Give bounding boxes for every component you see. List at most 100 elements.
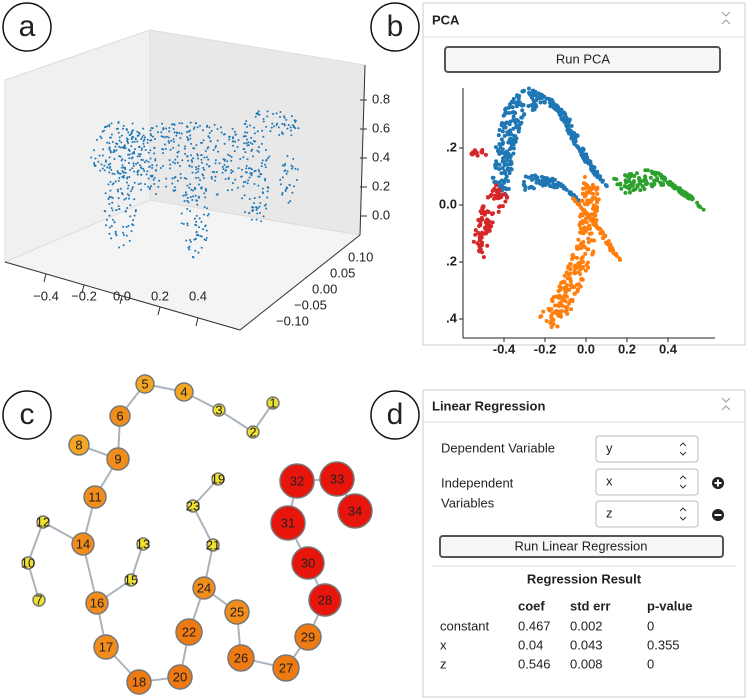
button-label: Run PCA bbox=[556, 51, 611, 66]
cloud-point bbox=[244, 135, 247, 138]
pca-point bbox=[477, 244, 482, 249]
node bbox=[186, 499, 200, 513]
panel-label: a bbox=[19, 10, 36, 43]
cloud-point bbox=[140, 173, 143, 176]
cloud-point bbox=[129, 204, 132, 207]
collapse-icon[interactable] bbox=[721, 397, 731, 411]
cloud-point bbox=[108, 202, 111, 205]
node bbox=[192, 576, 216, 600]
table-cell: x bbox=[440, 637, 447, 652]
table-cell: 0.546 bbox=[518, 656, 551, 671]
pca-point bbox=[503, 111, 508, 116]
pca-point bbox=[529, 177, 534, 182]
cloud-point bbox=[234, 178, 237, 181]
pca-point bbox=[547, 308, 552, 313]
cloud-point bbox=[124, 210, 127, 213]
pca-point bbox=[501, 156, 506, 161]
cloud-point bbox=[260, 165, 263, 168]
select-box[interactable] bbox=[595, 468, 699, 496]
cloud-point bbox=[142, 140, 145, 143]
cloud-point bbox=[203, 192, 206, 195]
node-label: 18 bbox=[132, 674, 146, 689]
cloud-point bbox=[108, 142, 111, 145]
cloud-point bbox=[137, 183, 140, 186]
pca-title: PCA bbox=[432, 12, 460, 27]
cloud-point bbox=[106, 166, 109, 169]
x-tick-label: −0.2 bbox=[71, 288, 97, 303]
x-tick-label: 0.0 bbox=[577, 341, 595, 356]
pca-point bbox=[569, 283, 574, 288]
collapse-icon[interactable] bbox=[721, 11, 731, 25]
cloud-point bbox=[249, 172, 252, 175]
cloud-point bbox=[231, 170, 234, 173]
cloud-point bbox=[204, 196, 207, 199]
cloud-point bbox=[228, 154, 231, 157]
cloud-point bbox=[265, 159, 268, 162]
cloud-point bbox=[183, 199, 186, 202]
node bbox=[224, 599, 250, 625]
cloud-point bbox=[125, 128, 128, 131]
run-regression-button[interactable] bbox=[439, 535, 724, 558]
select-value: x bbox=[606, 473, 613, 488]
cloud-point bbox=[114, 232, 117, 235]
cloud-point bbox=[193, 217, 196, 220]
cloud-point bbox=[113, 173, 116, 176]
cloud-point bbox=[245, 167, 248, 170]
select[interactable]: z bbox=[595, 500, 699, 528]
cloud-point bbox=[246, 158, 249, 161]
pca-point bbox=[550, 299, 555, 304]
cloud-point bbox=[248, 176, 251, 179]
cloud-point bbox=[117, 131, 120, 134]
graph: 1234567891011121314151617181920212223242… bbox=[21, 374, 373, 695]
pca-point bbox=[551, 322, 556, 327]
pca-point bbox=[574, 133, 579, 138]
cloud-point bbox=[223, 163, 226, 166]
node-label: 30 bbox=[301, 555, 315, 570]
pca-point bbox=[514, 124, 519, 129]
cloud-point bbox=[129, 190, 132, 193]
cloud-point bbox=[99, 169, 102, 172]
pca-point bbox=[581, 186, 586, 191]
cloud-point bbox=[236, 186, 239, 189]
pca-point bbox=[471, 239, 476, 244]
cloud-point bbox=[163, 143, 166, 146]
pca-point bbox=[592, 165, 597, 170]
node bbox=[135, 374, 155, 394]
cloud-point bbox=[196, 203, 199, 206]
cloud-point bbox=[216, 193, 219, 196]
cloud-point bbox=[115, 149, 118, 152]
node bbox=[106, 447, 130, 471]
cloud-point bbox=[114, 145, 117, 148]
cloud-point bbox=[97, 160, 100, 163]
cloud-point bbox=[189, 134, 192, 137]
cloud-point bbox=[103, 169, 106, 172]
pca-point bbox=[494, 189, 499, 194]
select[interactable]: y bbox=[595, 435, 699, 463]
pca-point bbox=[509, 146, 514, 151]
pca-point bbox=[585, 247, 590, 252]
cloud-point bbox=[192, 195, 195, 198]
cloud-point bbox=[178, 122, 181, 125]
select-box[interactable] bbox=[595, 435, 699, 463]
cloud-point bbox=[169, 167, 172, 170]
cloud-point bbox=[147, 177, 150, 180]
pca-point bbox=[588, 188, 593, 193]
run-pca-button[interactable] bbox=[444, 46, 721, 73]
cloud-point bbox=[261, 129, 264, 132]
cloud-point bbox=[171, 177, 174, 180]
select[interactable]: x bbox=[595, 468, 699, 496]
cloud-point bbox=[218, 162, 221, 165]
cloud-point bbox=[231, 144, 234, 147]
cloud-point bbox=[128, 194, 131, 197]
cloud-point bbox=[177, 144, 180, 147]
cloud-point bbox=[256, 212, 259, 215]
cloud-point bbox=[262, 117, 265, 120]
pca-point bbox=[530, 107, 535, 112]
table-cell: 0.002 bbox=[570, 618, 603, 633]
pca-point bbox=[579, 246, 584, 251]
cloud-point bbox=[195, 144, 198, 147]
cloud-point bbox=[174, 158, 177, 161]
select-box[interactable] bbox=[595, 500, 699, 528]
cloud-point bbox=[113, 149, 116, 152]
cloud-point bbox=[208, 131, 211, 134]
